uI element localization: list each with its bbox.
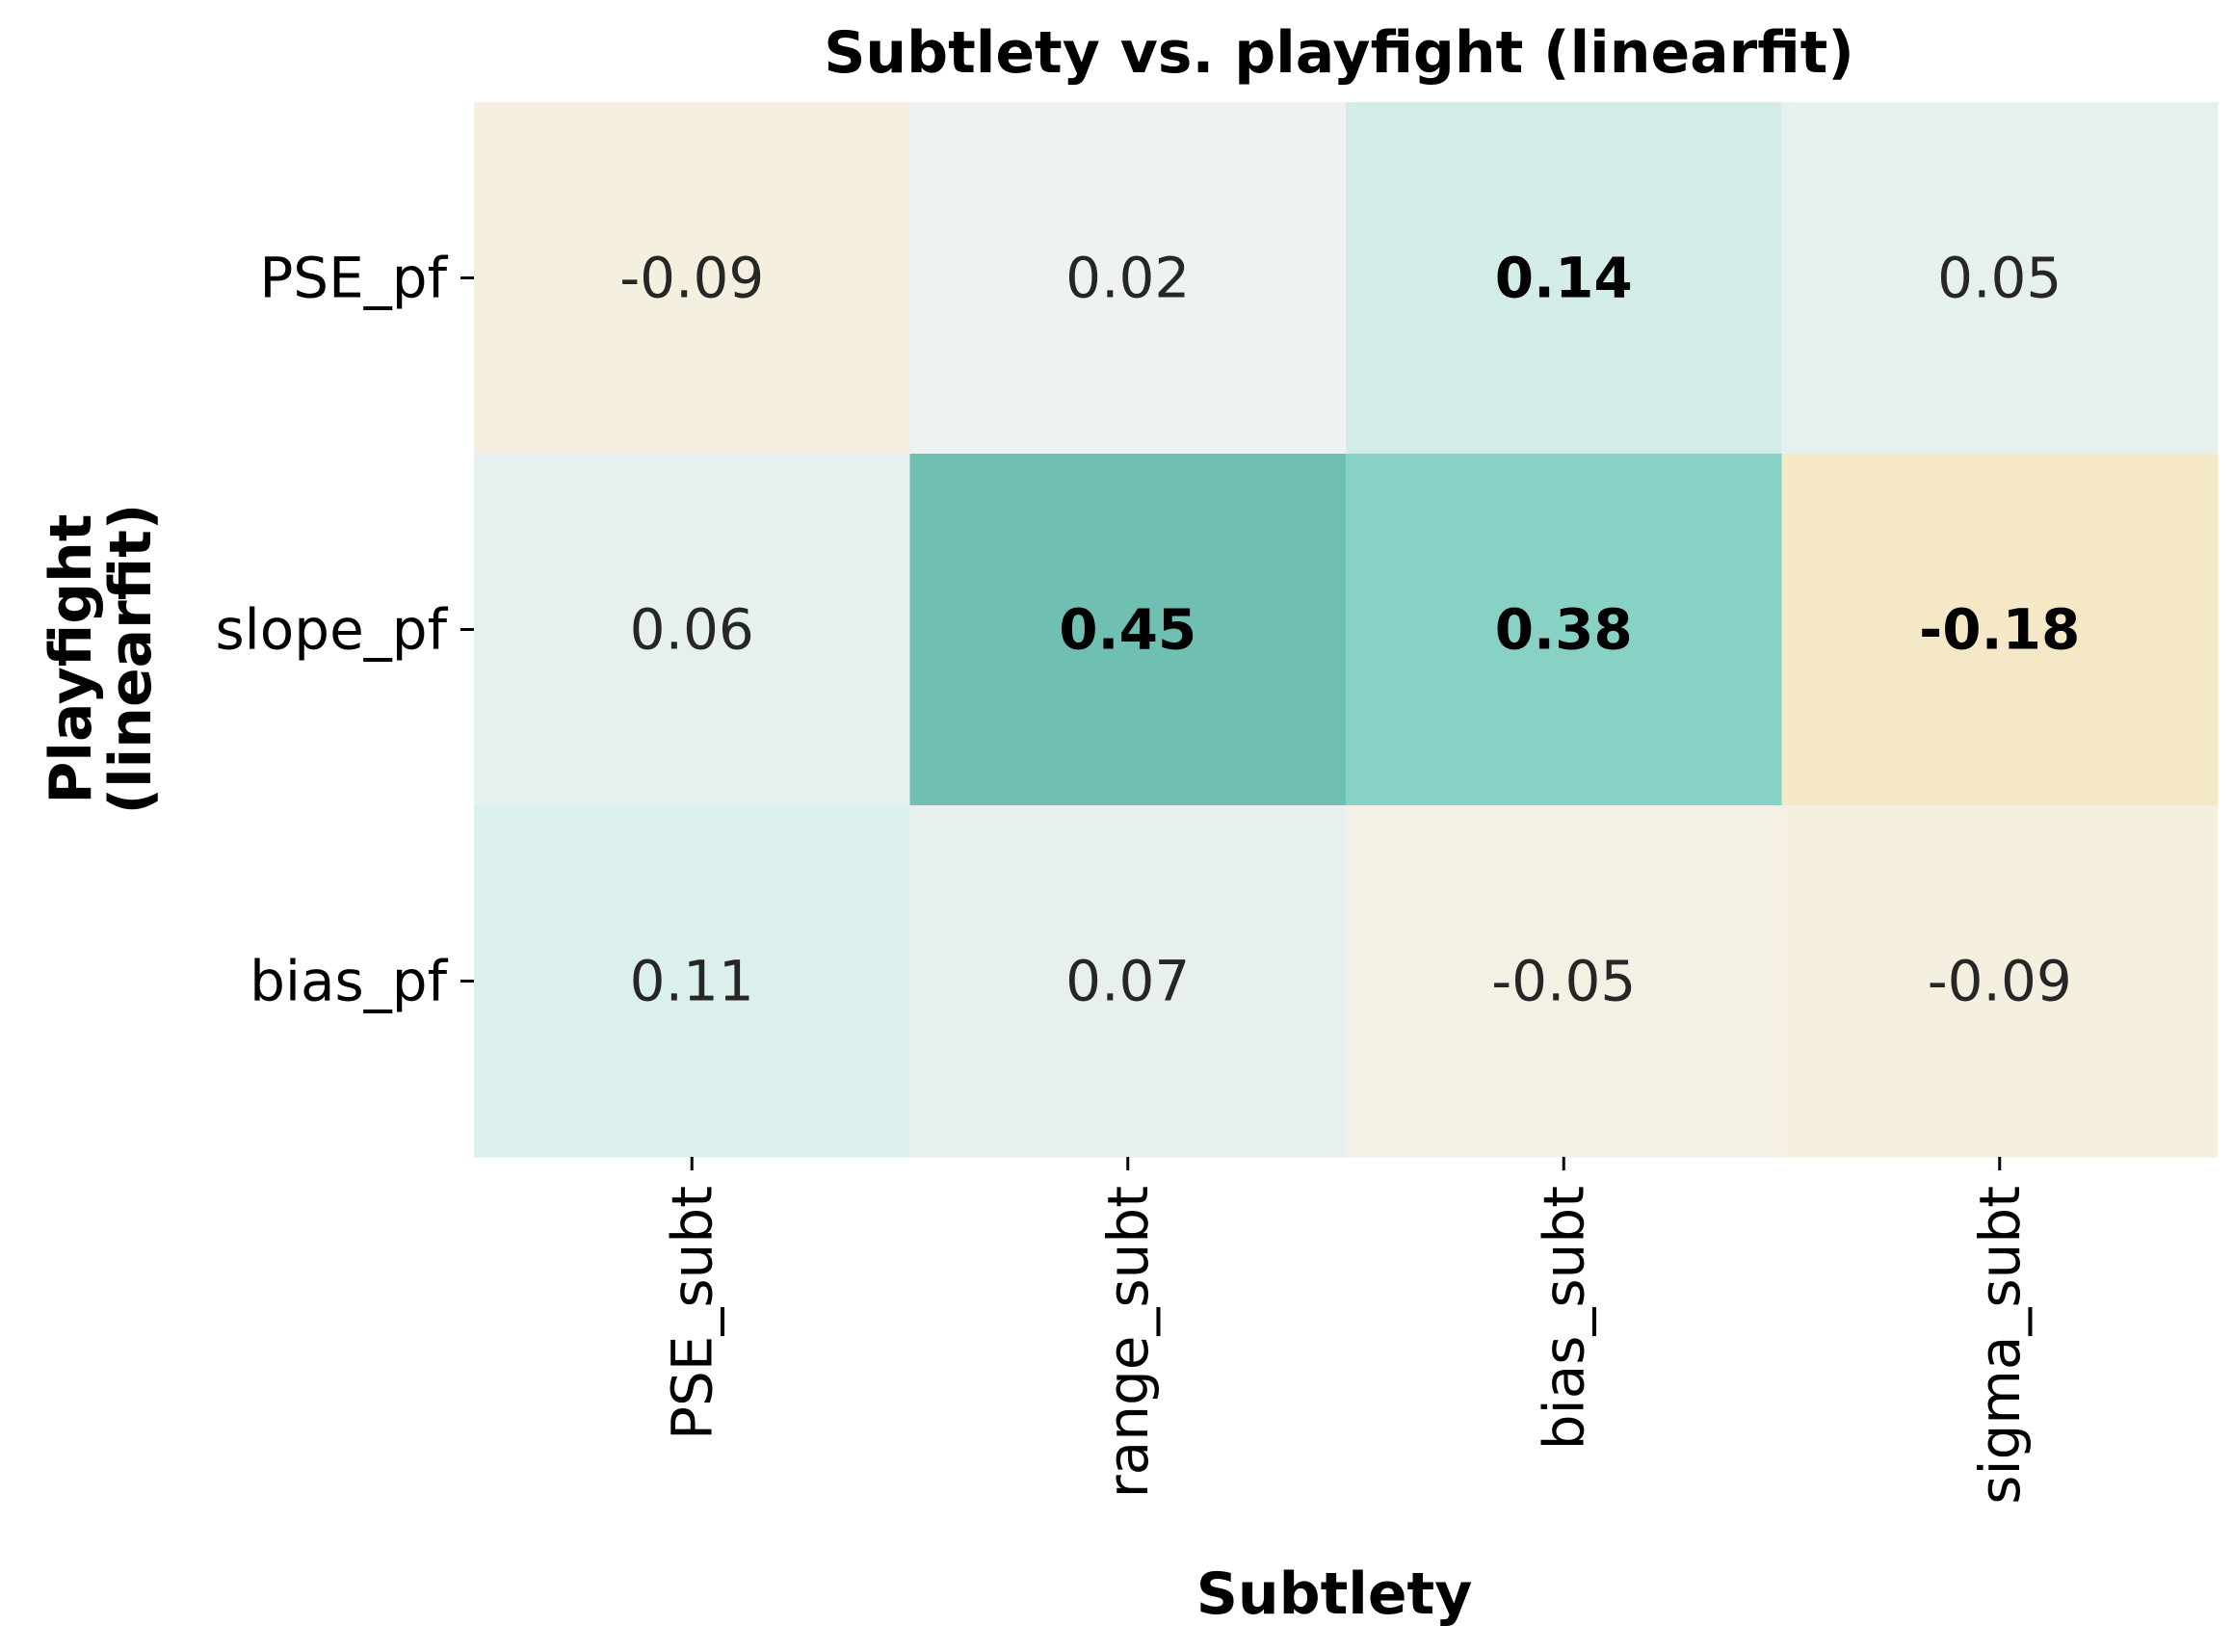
x-tick-label: range_subt (1095, 1186, 1161, 1498)
heatmap-cells (474, 102, 2219, 1158)
heatmap-cell (1346, 805, 1783, 1158)
heatmap-cell (474, 805, 911, 1158)
cell-value-label: 0.02 (1065, 246, 1190, 311)
x-tick-label: PSE_subt (659, 1186, 724, 1440)
cell-value-label: 0.11 (630, 949, 754, 1014)
x-axis-label: Subtlety (1196, 1560, 1473, 1628)
heatmap-cell (1346, 454, 1783, 806)
heatmap-cell (1781, 102, 2219, 455)
heatmap-cell-labels: -0.09 0.02 0.14 0.05 0.06 0.45 0.38 -0.18 0.11 0.… (619, 246, 2080, 1014)
cell-value-label: 0.07 (1065, 949, 1190, 1014)
x-tick-label: sigma_subt (1967, 1186, 2033, 1505)
cell-value-label: 0.05 (1937, 246, 2062, 311)
y-axis-label: Playfight(linearfit) (38, 504, 165, 815)
heatmap-cell (909, 102, 1347, 455)
heatmap-cell (474, 102, 911, 455)
y-axis-ticks: PSE_pf slope_pf bias_pf (215, 246, 474, 1014)
heatmap-cell (909, 805, 1347, 1158)
y-tick-label: slope_pf (215, 597, 448, 663)
chart-title: Subtlety vs. playfight (linearfit) (824, 19, 1854, 87)
heatmap-cell (909, 454, 1347, 806)
cell-value-label: 0.38 (1495, 597, 1633, 663)
heatmap-cell (1781, 805, 2219, 1158)
cell-value-label: 0.45 (1059, 597, 1196, 663)
y-axis-label-line: Playfight (38, 513, 105, 803)
cell-value-label: -0.18 (1919, 597, 2080, 663)
y-axis-label-line: (linearfit) (97, 504, 165, 815)
y-tick-label: PSE_pf (259, 246, 448, 311)
heatmap-cell (474, 454, 911, 806)
heatmap-cell (1781, 454, 2219, 806)
cell-value-label: -0.09 (619, 246, 764, 311)
y-tick-label: bias_pf (250, 949, 449, 1014)
cell-value-label: 0.06 (630, 597, 754, 663)
cell-value-label: -0.09 (1928, 949, 2072, 1014)
cell-value-label: 0.14 (1495, 246, 1633, 311)
x-axis-ticks: PSE_subt range_subt bias_subt sigma_subt (659, 1157, 2033, 1505)
x-tick-label: bias_subt (1531, 1186, 1596, 1450)
cell-value-label: -0.05 (1491, 949, 1636, 1014)
heatmap-cell (1346, 102, 1783, 455)
